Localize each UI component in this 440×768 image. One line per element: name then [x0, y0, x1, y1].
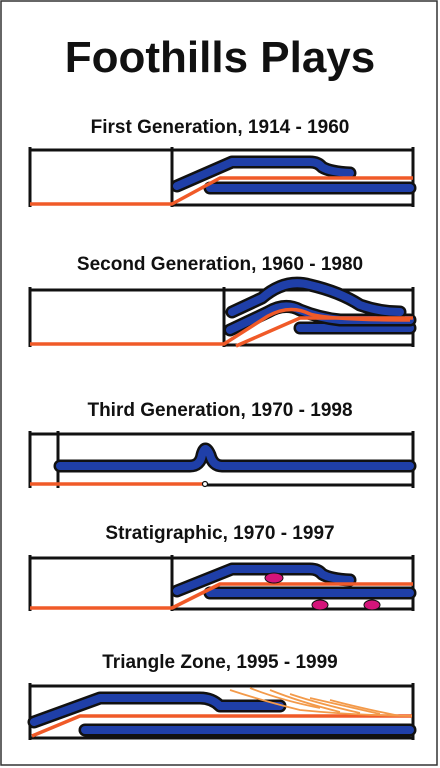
page: Foothills Plays First Generation, 1914 -…: [0, 0, 440, 768]
section-title: Third Generation, 1970 - 1998: [87, 400, 352, 421]
section-title: Triangle Zone, 1995 - 1999: [102, 652, 338, 673]
border: [1, 1, 437, 765]
section-title: Stratigraphic, 1970 - 1997: [105, 523, 334, 544]
title: Foothills Plays: [65, 33, 376, 82]
section-title: Second Generation, 1960 - 1980: [77, 254, 363, 275]
section-title: First Generation, 1914 - 1960: [91, 117, 350, 138]
